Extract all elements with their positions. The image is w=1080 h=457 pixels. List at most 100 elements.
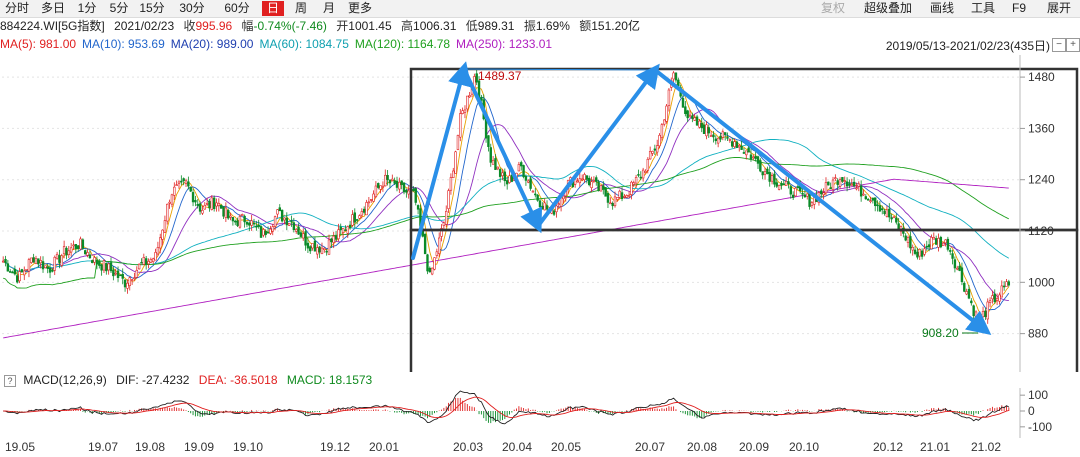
candle-body bbox=[918, 249, 921, 257]
candle-body bbox=[463, 109, 467, 113]
candle-body bbox=[951, 253, 954, 259]
candle-body bbox=[407, 190, 410, 195]
candle-body bbox=[30, 257, 33, 263]
candle-body bbox=[412, 188, 415, 192]
period-tab-8[interactable]: 周 bbox=[294, 1, 307, 15]
candle-body bbox=[257, 225, 260, 227]
candle-body bbox=[135, 269, 138, 278]
candle-body bbox=[285, 217, 289, 226]
candle-body bbox=[456, 135, 460, 150]
candle-body bbox=[299, 232, 303, 237]
candle-body bbox=[142, 257, 146, 265]
candle-body bbox=[738, 145, 741, 148]
period-tab-4[interactable]: 15分 bbox=[139, 1, 165, 15]
macd-dea: DEA: -36.5018 bbox=[198, 373, 278, 387]
candle-body bbox=[306, 242, 310, 249]
candle-body bbox=[967, 289, 971, 299]
candle-body bbox=[234, 220, 237, 223]
candle-body bbox=[742, 152, 746, 154]
x-tick-label-0: 19.05 bbox=[4, 440, 36, 454]
candle-body bbox=[393, 180, 396, 184]
candle-body bbox=[613, 196, 617, 207]
price-chart[interactable]: 1480 1360 1240 1120 1000 880 1489.37 908.20 bbox=[0, 52, 1080, 372]
candle-body bbox=[461, 110, 464, 114]
candle-body bbox=[435, 251, 439, 256]
toolbar-right-0[interactable]: 复权 bbox=[820, 1, 845, 15]
price-tick-label-3: 1120 bbox=[1028, 224, 1054, 238]
candle-body bbox=[712, 134, 715, 138]
zoom-out-button[interactable]: − bbox=[1052, 38, 1066, 52]
candle-body bbox=[330, 238, 333, 243]
candle-body bbox=[632, 182, 635, 185]
candle-body bbox=[859, 185, 863, 197]
toolbar-right-2[interactable]: 画线 bbox=[929, 1, 954, 15]
candle-body bbox=[925, 245, 928, 248]
candle-body bbox=[255, 225, 258, 228]
candle-body bbox=[733, 141, 736, 147]
open-value: 1001.45 bbox=[348, 19, 392, 33]
x-tick-label-4: 19.10 bbox=[232, 440, 264, 454]
candle-body bbox=[48, 267, 52, 273]
period-tab-6[interactable]: 60分 bbox=[224, 1, 250, 15]
candle-body bbox=[897, 223, 900, 230]
candle-body bbox=[1, 260, 5, 263]
candle-body bbox=[501, 172, 504, 177]
zoom-in-button[interactable]: + bbox=[1066, 38, 1080, 52]
candle-body bbox=[440, 228, 443, 237]
candle-body bbox=[794, 187, 797, 197]
x-tick-label-16: 21.02 bbox=[970, 440, 1002, 454]
candle-body bbox=[316, 247, 319, 255]
period-tab-0[interactable]: 分时 bbox=[4, 1, 29, 15]
candle-body bbox=[323, 247, 326, 251]
candle-body bbox=[459, 113, 462, 138]
toolbar-right-4[interactable]: F9 bbox=[1011, 1, 1026, 15]
candle-body bbox=[735, 141, 739, 148]
price-tick-label-1: 1360 bbox=[1028, 121, 1055, 135]
macd-value: MACD: 18.1573 bbox=[286, 373, 373, 387]
candle-body bbox=[538, 200, 542, 208]
period-tab-3[interactable]: 5分 bbox=[109, 1, 129, 15]
candle-body bbox=[991, 295, 994, 300]
candle-body bbox=[503, 171, 507, 182]
period-tab-2[interactable]: 1分 bbox=[77, 1, 97, 15]
candle-body bbox=[890, 217, 893, 220]
toolbar-right-1[interactable]: 超级叠加 bbox=[863, 1, 912, 15]
candle-body bbox=[782, 183, 785, 186]
candle-body bbox=[205, 203, 209, 205]
candle-body bbox=[773, 173, 776, 185]
toolbar-right-5[interactable]: 展开 bbox=[1046, 1, 1071, 15]
date-range: 2019/05/13-2021/02/23(435日) bbox=[885, 39, 1050, 53]
period-tab-10[interactable]: 更多 bbox=[347, 1, 372, 15]
period-tab-9[interactable]: 月 bbox=[322, 1, 335, 15]
candle-body bbox=[53, 256, 56, 271]
candle-body bbox=[266, 231, 270, 234]
x-tick-label-11: 20.08 bbox=[686, 440, 718, 454]
candle-body bbox=[69, 247, 73, 253]
candle-body bbox=[611, 203, 614, 207]
ma-legend-item-3: MA(60): 1084.75 bbox=[259, 37, 349, 51]
candle-body bbox=[836, 180, 839, 185]
period-tab-7[interactable]: 日 bbox=[262, 1, 284, 16]
candle-body bbox=[426, 254, 429, 272]
candle-body bbox=[271, 226, 274, 232]
period-tab-1[interactable]: 多日 bbox=[40, 1, 65, 15]
low-value: 989.31 bbox=[477, 19, 515, 33]
candle-body bbox=[252, 222, 256, 225]
toolbar-right-3[interactable]: 工具 bbox=[970, 1, 995, 15]
candle-body bbox=[855, 187, 858, 190]
candle-body bbox=[630, 181, 633, 195]
macd-chart[interactable]: 100 0 -100 bbox=[0, 388, 1080, 438]
candle-body bbox=[747, 147, 750, 153]
help-icon[interactable]: ? bbox=[4, 374, 16, 387]
candle-body bbox=[466, 95, 469, 110]
candle-body bbox=[259, 226, 263, 238]
period-tab-5[interactable]: 30分 bbox=[179, 1, 205, 15]
candle-body bbox=[163, 220, 167, 233]
candle-body bbox=[590, 181, 593, 188]
candle-body bbox=[756, 156, 760, 164]
price-tick-label-0: 1480 bbox=[1028, 70, 1055, 84]
candle-body bbox=[766, 168, 769, 174]
candle-body bbox=[843, 180, 846, 182]
candle-body bbox=[105, 263, 108, 272]
candle-body bbox=[88, 254, 92, 259]
